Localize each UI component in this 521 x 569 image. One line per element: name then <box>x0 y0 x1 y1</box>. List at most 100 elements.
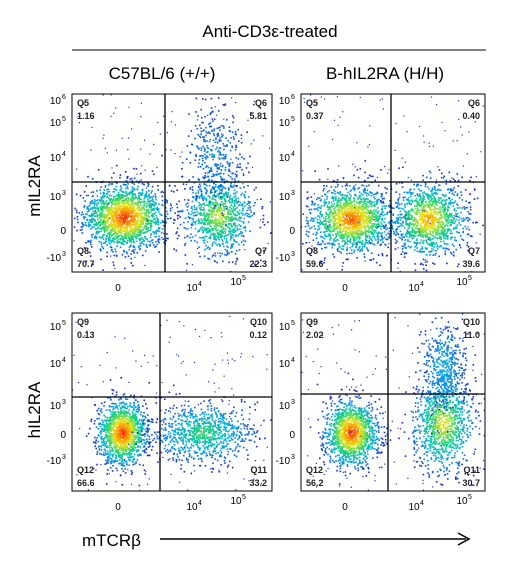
event-dot <box>129 178 132 181</box>
event-dot <box>328 201 330 203</box>
event-dot <box>153 212 156 215</box>
event-dot <box>136 219 139 222</box>
event-dot <box>115 250 117 253</box>
event-dot <box>356 242 358 244</box>
event-dot <box>90 214 93 216</box>
event-dot <box>143 216 145 219</box>
event-dot <box>183 199 186 201</box>
event-dot <box>365 192 367 195</box>
event-dot <box>150 233 152 235</box>
event-dot <box>119 217 122 220</box>
event-dot <box>336 211 339 214</box>
event-dot <box>219 221 221 223</box>
event-dot <box>99 189 101 191</box>
event-dot <box>364 236 367 238</box>
event-dot <box>176 237 179 240</box>
event-dot <box>339 231 341 234</box>
event-dot <box>226 208 228 210</box>
event-dot <box>225 191 227 194</box>
event-dot <box>324 194 327 196</box>
event-dot <box>131 206 134 208</box>
event-dot <box>210 216 212 218</box>
event-dot <box>130 216 132 219</box>
event-dot <box>138 238 141 241</box>
event-dot <box>338 250 341 253</box>
event-dot <box>209 138 211 141</box>
event-dot <box>231 245 234 248</box>
event-dot <box>124 171 127 173</box>
event-dot <box>212 145 214 147</box>
event-dot <box>227 200 230 202</box>
event-dot <box>138 223 140 226</box>
event-dot <box>233 223 235 226</box>
event-dot <box>227 224 230 226</box>
event-dot <box>376 232 378 234</box>
event-dot <box>338 209 340 212</box>
event-dot <box>254 264 256 266</box>
event-dot <box>371 239 373 242</box>
event-dot <box>249 155 251 158</box>
event-dot <box>363 219 366 221</box>
event-dot <box>364 239 367 241</box>
event-dot <box>322 217 325 220</box>
event-dot <box>346 220 348 223</box>
event-dot <box>353 186 355 188</box>
event-dot <box>307 196 310 199</box>
event-dot <box>305 205 308 207</box>
event-dot <box>146 238 148 241</box>
event-dot <box>235 250 238 252</box>
event-dot <box>357 228 359 231</box>
event-dot <box>205 197 207 200</box>
event-dot <box>125 251 128 253</box>
event-dot <box>406 224 408 226</box>
event-dot <box>360 211 362 214</box>
event-dot <box>117 219 120 222</box>
event-dot <box>342 197 344 199</box>
event-dot <box>198 212 200 215</box>
event-dot <box>119 174 122 176</box>
event-dot <box>92 263 94 266</box>
event-dot <box>128 158 130 160</box>
event-dot <box>308 208 311 211</box>
event-dot <box>353 223 356 226</box>
event-dot <box>157 227 160 229</box>
event-dot <box>150 203 152 206</box>
event-dot <box>206 190 209 193</box>
event-dot <box>132 209 134 212</box>
event-dot <box>119 210 122 212</box>
event-dot <box>336 202 338 204</box>
event-dot <box>209 219 212 221</box>
event-dot <box>130 203 133 206</box>
event-dot <box>125 215 127 218</box>
event-dot <box>324 203 326 205</box>
event-dot <box>375 223 378 226</box>
event-dot <box>215 238 217 241</box>
event-dot <box>248 205 250 207</box>
event-dot <box>467 249 469 252</box>
event-dot <box>88 215 90 217</box>
event-dot <box>213 237 216 239</box>
event-dot <box>357 220 359 223</box>
event-dot <box>144 235 146 238</box>
event-dot <box>229 228 231 230</box>
event-dot <box>91 212 93 215</box>
event-dot <box>207 147 210 150</box>
event-dot <box>213 163 216 166</box>
event-dot <box>129 236 132 239</box>
event-dot <box>381 232 383 234</box>
event-dot <box>367 230 370 232</box>
event-dot <box>114 203 117 206</box>
event-dot <box>380 169 382 171</box>
event-dot <box>185 204 187 206</box>
event-dot <box>346 211 348 213</box>
event-dot <box>197 178 200 180</box>
event-dot <box>139 242 142 244</box>
event-dot <box>204 229 207 232</box>
event-dot <box>381 238 383 241</box>
event-dot <box>131 128 133 130</box>
event-dot <box>217 187 220 190</box>
event-dot <box>104 216 106 218</box>
event-dot <box>348 231 350 234</box>
event-dot <box>86 194 88 197</box>
event-dot <box>456 207 459 209</box>
